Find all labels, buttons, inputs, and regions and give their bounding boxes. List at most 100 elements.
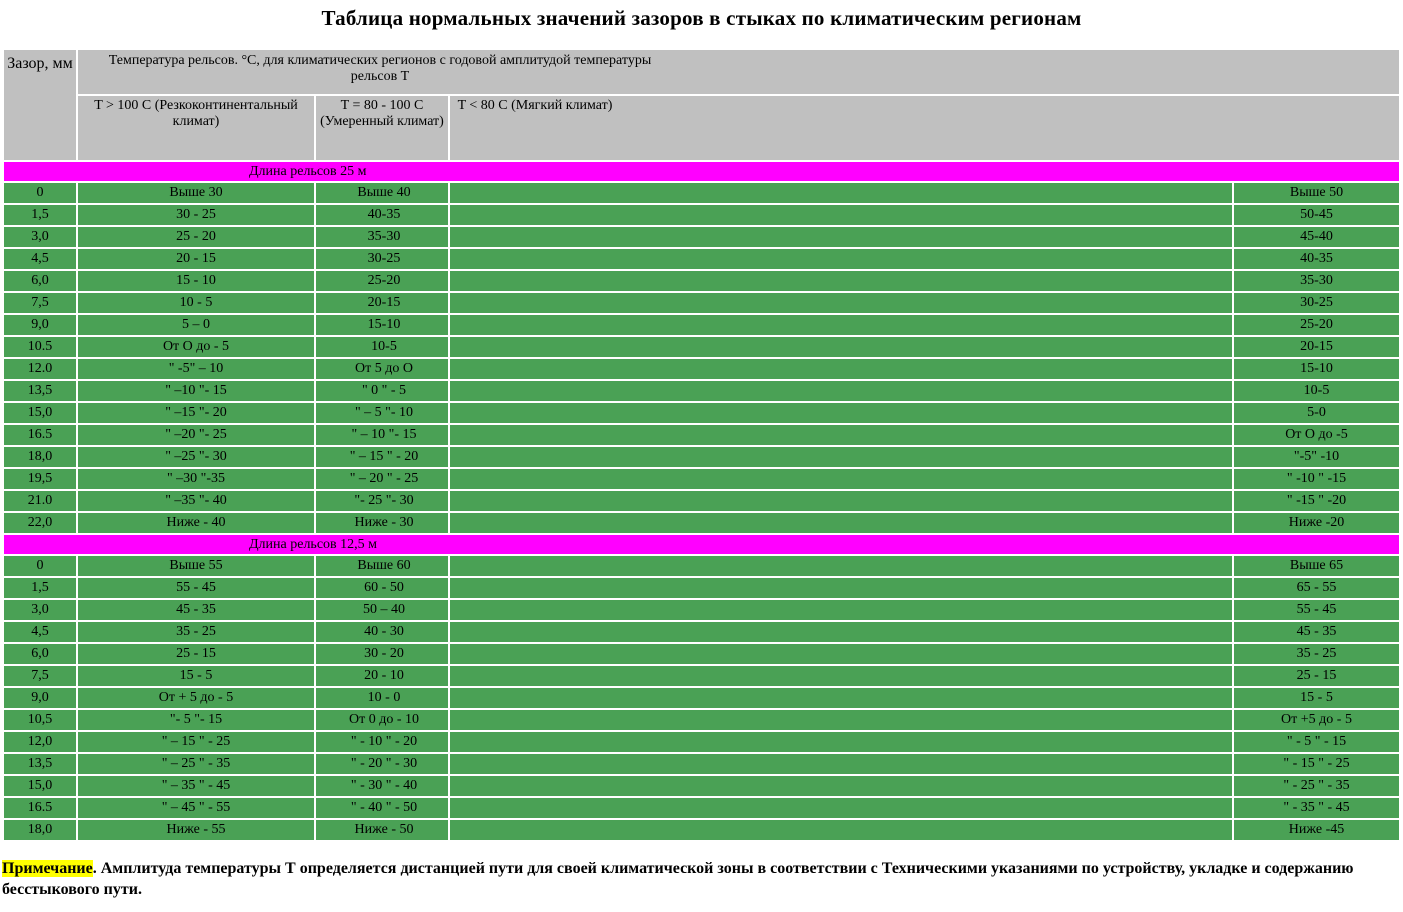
moderate-value: 50 – 40 xyxy=(363,602,405,617)
continental-cell: 55 - 45 xyxy=(78,578,314,598)
gap-cell: 15,0 xyxy=(4,403,76,423)
continental-cell: 15 - 10 xyxy=(78,271,314,291)
filler-cell xyxy=(450,578,1232,598)
mild-cell: 45 - 35 xyxy=(1234,622,1399,642)
filler-cell xyxy=(450,227,1232,247)
mild-cell: От +5 до - 5 xyxy=(1234,710,1399,730)
moderate-value: 35-30 xyxy=(367,229,401,244)
section-header-row: Длина рельсов 12,5 м xyxy=(4,535,1399,554)
moderate-value: 40 - 30 xyxy=(364,624,404,639)
table-row: 7,5 15 - 5 20 - 10 25 - 15 xyxy=(4,666,1399,686)
table-row: 22,0 Ниже - 40 Ниже - 30 Ниже -20 xyxy=(4,513,1399,533)
mild-cell: " - 5 " - 15 xyxy=(1234,732,1399,752)
gap-cell: 19,5 xyxy=(4,469,76,489)
moderate-value: 60 - 50 xyxy=(364,580,404,595)
gap-cell: 9,0 xyxy=(4,315,76,335)
moderate-value: " - 20 " - 30 xyxy=(350,756,418,771)
continental-cell: 35 - 25 xyxy=(78,622,314,642)
continental-cell: От + 5 до - 5 xyxy=(78,688,314,708)
moderate-value: " - 40 " - 50 xyxy=(350,800,418,815)
moderate-cell: Выше 60 xyxy=(316,556,448,576)
table-row: 18,0 " –25 "- 30 " – 15 " - 20 "-5" -10 xyxy=(4,447,1399,467)
gap-cell: 7,5 xyxy=(4,293,76,313)
page-title: Таблица нормальных значений зазоров в ст… xyxy=(321,6,1082,30)
mild-cell: 15-10 xyxy=(1234,359,1399,379)
filler-cell xyxy=(450,644,1232,664)
filler-cell xyxy=(450,271,1232,291)
gap-cell: 13,5 xyxy=(4,754,76,774)
table-row: 12.0 " -5" – 10 От 5 до О 15-10 xyxy=(4,359,1399,379)
moderate-cell: 35-30 xyxy=(316,227,448,247)
table-row: 10,5 "- 5 "- 15 От 0 до - 10 От +5 до - 5 xyxy=(4,710,1399,730)
gap-cell: 0 xyxy=(4,556,76,576)
gap-cell: 22,0 xyxy=(4,513,76,533)
filler-cell xyxy=(450,249,1232,269)
moderate-cell: От 0 до - 10 xyxy=(316,710,448,730)
section-title: Длина рельсов 25 м xyxy=(249,164,367,179)
mild-cell: 10-5 xyxy=(1234,381,1399,401)
moderate-value: 20-15 xyxy=(367,295,401,310)
moderate-value: "- 25 "- 30 xyxy=(354,493,414,508)
moderate-value: 15-10 xyxy=(367,317,401,332)
continental-cell: " – 25 " - 35 xyxy=(78,754,314,774)
moderate-cell: " – 20 " - 25 xyxy=(316,469,448,489)
moderate-value: " – 20 " - 25 xyxy=(349,471,419,486)
moderate-value: Ниже - 50 xyxy=(354,822,414,837)
mild-cell: 35 - 25 xyxy=(1234,644,1399,664)
mild-cell: 35-30 xyxy=(1234,271,1399,291)
gap-cell: 6,0 xyxy=(4,271,76,291)
continental-cell: Выше 55 xyxy=(78,556,314,576)
section-title-cell: Длина рельсов 12,5 м xyxy=(4,535,1399,554)
mild-cell: "-5" -10 xyxy=(1234,447,1399,467)
continental-cell: " – 35 " - 45 xyxy=(78,776,314,796)
moderate-value: 10 - 0 xyxy=(367,690,401,705)
moderate-value: 25-20 xyxy=(367,273,401,288)
continental-cell: "- 5 "- 15 xyxy=(78,710,314,730)
continental-cell: 15 - 5 xyxy=(78,666,314,686)
header-gap: Зазор, мм xyxy=(4,50,76,160)
continental-cell: " –25 "- 30 xyxy=(78,447,314,467)
gap-cell: 1,5 xyxy=(4,205,76,225)
mild-cell: " - 35 " - 45 xyxy=(1234,798,1399,818)
mild-cell: 50-45 xyxy=(1234,205,1399,225)
gap-cell: 9,0 xyxy=(4,688,76,708)
filler-cell xyxy=(450,315,1232,335)
gap-cell: 4,5 xyxy=(4,622,76,642)
moderate-cell: 30-25 xyxy=(316,249,448,269)
mild-cell: 25-20 xyxy=(1234,315,1399,335)
table-row: 1,5 30 - 25 40-35 50-45 xyxy=(4,205,1399,225)
moderate-cell: 40-35 xyxy=(316,205,448,225)
moderate-value: 30 - 20 xyxy=(364,646,404,661)
table-row: 16.5 " –20 "- 25 " – 10 "- 15 От О до -5 xyxy=(4,425,1399,445)
moderate-cell: " – 15 " - 20 xyxy=(316,447,448,467)
gap-cell: 16.5 xyxy=(4,425,76,445)
filler-cell xyxy=(450,556,1232,576)
moderate-cell: " - 10 " - 20 xyxy=(316,732,448,752)
continental-cell: 45 - 35 xyxy=(78,600,314,620)
mild-cell: 45-40 xyxy=(1234,227,1399,247)
moderate-value: " - 10 " - 20 xyxy=(350,734,418,749)
mild-cell: 65 - 55 xyxy=(1234,578,1399,598)
table-row: 0 Выше 55 Выше 60 Выше 65 xyxy=(4,556,1399,576)
moderate-cell: Выше 40 xyxy=(316,183,448,203)
filler-cell xyxy=(450,447,1232,467)
gap-cell: 12.0 xyxy=(4,359,76,379)
filler-cell xyxy=(450,666,1232,686)
gap-cell: 12,0 xyxy=(4,732,76,752)
continental-cell: От О до - 5 xyxy=(78,337,314,357)
moderate-cell: 10 - 0 xyxy=(316,688,448,708)
gap-table: Зазор, мм Температура рельсов. °С, для к… xyxy=(2,48,1401,842)
continental-cell: 10 - 5 xyxy=(78,293,314,313)
header-col-moderate-label: T = 80 - 100 C (Умеренный климат) xyxy=(320,98,444,129)
moderate-value: От 0 до - 10 xyxy=(348,712,419,727)
table-row: 18,0 Ниже - 55 Ниже - 50 Ниже -45 xyxy=(4,820,1399,840)
table-row: 4,5 35 - 25 40 - 30 45 - 35 xyxy=(4,622,1399,642)
gap-cell: 10,5 xyxy=(4,710,76,730)
mild-cell: 5-0 xyxy=(1234,403,1399,423)
filler-cell xyxy=(450,688,1232,708)
continental-cell: " – 15 " - 25 xyxy=(78,732,314,752)
filler-cell xyxy=(450,600,1232,620)
continental-cell: 30 - 25 xyxy=(78,205,314,225)
table-row: 3,0 45 - 35 50 – 40 55 - 45 xyxy=(4,600,1399,620)
section-title: Длина рельсов 12,5 м xyxy=(249,537,378,552)
